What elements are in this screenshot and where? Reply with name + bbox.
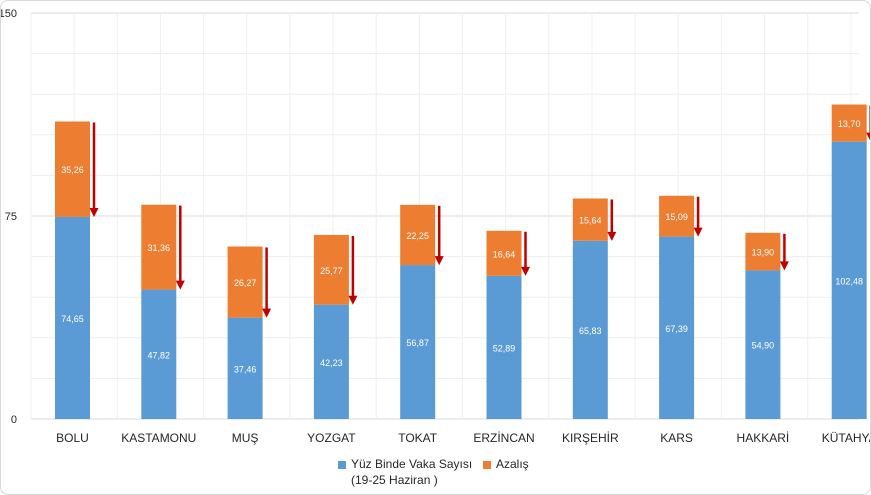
bar-decrease bbox=[572, 198, 608, 241]
data-label-decrease: 15,64 bbox=[579, 216, 602, 226]
data-label-cases: 52,89 bbox=[493, 343, 516, 353]
x-tick-label: TOKAT bbox=[398, 431, 438, 445]
bar-decrease bbox=[400, 204, 436, 266]
decrease-arrow-head bbox=[262, 308, 272, 318]
bar-cases bbox=[141, 289, 177, 419]
bar-cases bbox=[831, 141, 867, 420]
decrease-arrow-head bbox=[779, 261, 789, 271]
x-tick-label: KASTAMONU bbox=[121, 431, 196, 445]
bar-decrease bbox=[745, 232, 781, 271]
legend-label-cases-period: (19-25 Haziran ) bbox=[351, 473, 438, 487]
x-tick-label: HAKKARİ bbox=[737, 431, 790, 445]
data-label-cases: 102,48 bbox=[835, 276, 863, 286]
bar-decrease bbox=[227, 246, 263, 318]
data-label-cases: 65,83 bbox=[579, 326, 602, 336]
data-label-decrease: 13,90 bbox=[752, 248, 775, 258]
data-label-decrease: 15,09 bbox=[665, 212, 688, 222]
data-label-decrease: 35,26 bbox=[61, 165, 84, 175]
bar-cases bbox=[486, 275, 522, 419]
data-label-cases: 56,87 bbox=[406, 338, 429, 348]
x-tick-label: KÜTAHYA bbox=[822, 431, 871, 445]
decrease-arrow-head bbox=[348, 295, 358, 305]
decrease-arrow-head bbox=[521, 266, 530, 276]
legend-label-decrease: Azalış bbox=[496, 457, 529, 471]
data-label-decrease: 16,64 bbox=[493, 249, 516, 259]
legend-swatch-decrease bbox=[483, 461, 491, 469]
x-tick-label: KIRŞEHİR bbox=[562, 431, 619, 445]
data-label-decrease: 31,36 bbox=[148, 243, 171, 253]
bar-decrease bbox=[55, 121, 90, 217]
data-label-decrease: 13,70 bbox=[838, 119, 861, 129]
bar-cases bbox=[745, 270, 781, 419]
bar-decrease bbox=[141, 204, 177, 290]
x-tick-label: BOLU bbox=[56, 431, 89, 445]
bar-decrease bbox=[831, 104, 867, 142]
decrease-arrow-head bbox=[693, 227, 703, 237]
y-axis-ticks: 0 75 150 bbox=[1, 8, 17, 426]
data-label-cases: 74,65 bbox=[61, 314, 84, 324]
x-tick-label: YOZGAT bbox=[307, 431, 356, 445]
y-tick-label: 75 bbox=[5, 211, 17, 223]
decrease-arrow-head bbox=[89, 207, 99, 217]
bar-cases bbox=[400, 265, 436, 419]
bar-decrease bbox=[659, 195, 695, 237]
bar-decrease bbox=[313, 234, 349, 305]
data-label-cases: 37,46 bbox=[234, 364, 257, 374]
bar-cases bbox=[572, 240, 608, 419]
bar-cases bbox=[659, 236, 695, 419]
y-tick-label: 0 bbox=[11, 414, 17, 426]
arrows-layer bbox=[89, 105, 870, 318]
decrease-arrow-head bbox=[607, 231, 617, 241]
legend-label-cases: Yüz Binde Vaka Sayısı bbox=[351, 457, 473, 471]
data-label-cases: 47,82 bbox=[148, 350, 171, 360]
bar-cases bbox=[227, 317, 263, 419]
data-label-cases: 54,90 bbox=[752, 341, 775, 351]
decrease-arrow-head bbox=[175, 280, 185, 290]
x-tick-label: KARS bbox=[660, 431, 693, 445]
y-tick-label: 150 bbox=[1, 8, 17, 20]
bar-cases bbox=[55, 216, 90, 419]
data-label-decrease: 25,77 bbox=[320, 266, 343, 276]
decrease-arrow-head bbox=[434, 256, 444, 266]
x-tick-label: ERZİNCAN bbox=[473, 431, 534, 445]
data-label-decrease: 22,25 bbox=[406, 231, 429, 241]
legend-swatch-cases bbox=[338, 461, 346, 469]
data-label-cases: 42,23 bbox=[320, 358, 343, 368]
data-label-cases: 67,39 bbox=[665, 324, 688, 334]
data-label-decrease: 26,27 bbox=[234, 278, 257, 288]
bars-layer: 74,65 35,26 47,82 31,36 37,46 26,27 42,23 25,77… bbox=[55, 104, 867, 420]
bar-decrease bbox=[486, 230, 522, 276]
x-axis-ticks: BOLU KASTAMONU MUŞ YOZGAT TOKAT ERZİNCAN KIRŞE… bbox=[56, 431, 871, 445]
x-tick-label: MUŞ bbox=[232, 431, 259, 445]
bar-cases bbox=[313, 304, 349, 419]
decrease-arrow-head bbox=[866, 132, 870, 141]
